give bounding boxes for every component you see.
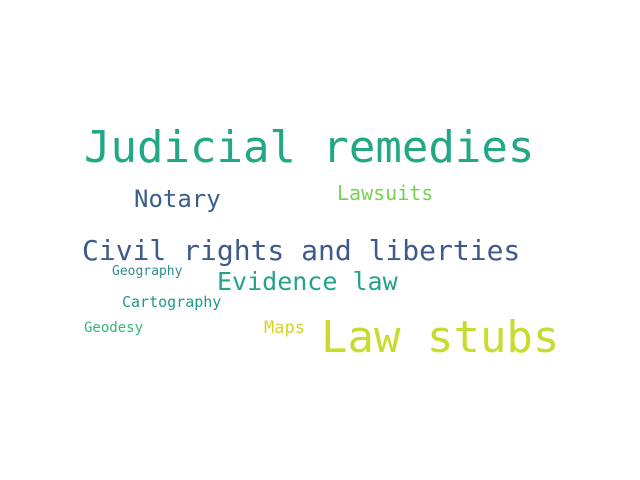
word-maps: Maps: [264, 318, 305, 338]
word-lawsuits: Lawsuits: [337, 181, 434, 205]
word-civil-rights-and-liberties: Civil rights and liberties: [82, 234, 521, 267]
word-geography: Geography: [112, 264, 183, 279]
word-law-stubs: Law stubs: [321, 312, 560, 363]
word-notary: Notary: [134, 185, 221, 213]
word-judicial-remedies: Judicial remedies: [84, 122, 535, 173]
word-geodesy: Geodesy: [84, 320, 144, 336]
word-evidence-law: Evidence law: [217, 267, 398, 296]
word-cartography: Cartography: [122, 293, 222, 311]
